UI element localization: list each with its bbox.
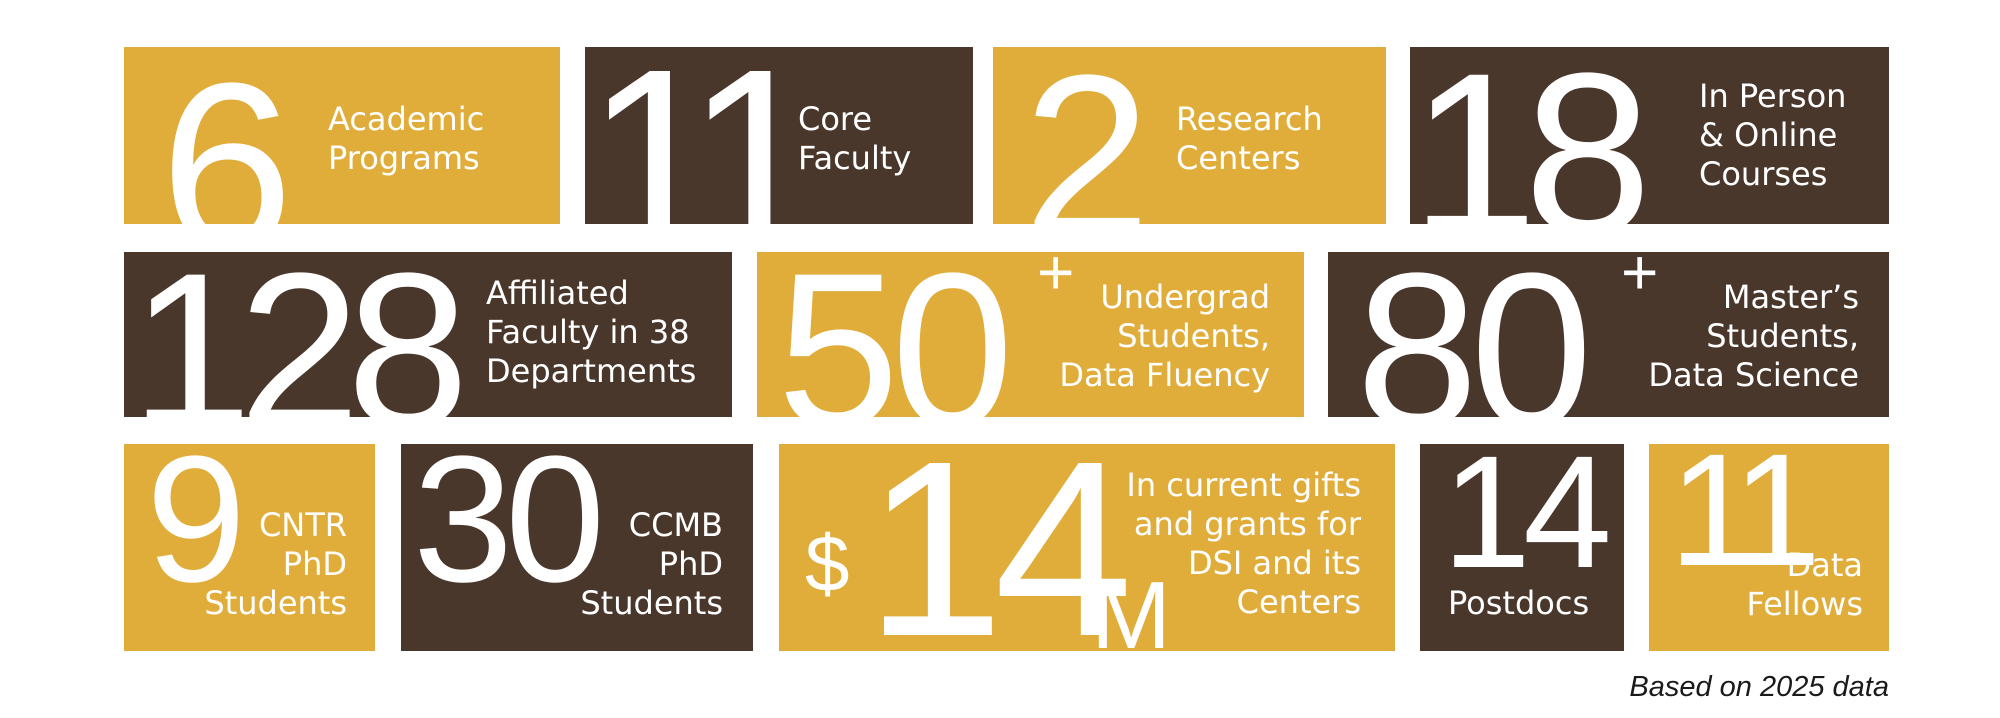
stat-undergrad: 50 + Undergrad Students, Data Fluency <box>757 252 1304 417</box>
stat-label: In current gifts and grants for DSI and … <box>1126 466 1361 621</box>
stat-label: Academic Programs <box>328 100 485 177</box>
stat-ccmb-phd: 30 CCMB PhD Students <box>401 444 753 651</box>
stat-label: Affiliated Faculty in 38 Departments <box>486 274 697 390</box>
stat-label: Master’s Students, Data Science <box>1648 278 1859 394</box>
plus-sign: + <box>1621 252 1659 308</box>
stat-value: 2 <box>1023 47 1151 224</box>
stat-label: In Person & Online Courses <box>1699 77 1847 193</box>
stat-courses: 18 In Person & Online Courses <box>1410 47 1889 224</box>
stat-value: 9 <box>146 444 246 620</box>
stat-value: 6 <box>160 47 294 224</box>
stat-affiliated-faculty: 128 Affiliated Faculty in 38 Departments <box>124 252 732 417</box>
stat-label: Undergrad Students, Data Fluency <box>1059 278 1270 394</box>
stat-value: 14 <box>865 444 1133 651</box>
stat-value: 128 <box>130 252 469 417</box>
dollar-sign: $ <box>805 519 850 608</box>
stat-label: Postdocs <box>1448 584 1590 622</box>
stat-data-fellows: 11 Data Fellows <box>1649 444 1889 651</box>
stat-label: Research Centers <box>1176 100 1323 177</box>
stat-label: Core Faculty <box>798 100 912 177</box>
stat-label: Data Fellows <box>1746 546 1863 623</box>
stat-cntr-phd: 9 CNTR PhD Students <box>124 444 375 651</box>
footer-note: Based on 2025 data <box>1629 671 1889 703</box>
stat-value: 50 <box>777 252 1014 417</box>
stat-label: CCMB PhD Students <box>580 506 723 622</box>
stat-value: 11 <box>585 47 824 224</box>
stat-core-faculty: 11 Core Faculty <box>585 47 973 224</box>
million-suffix: M <box>1091 562 1171 652</box>
stat-value: 11 <box>1669 444 1821 599</box>
stat-postdocs: 14 Postdocs <box>1420 444 1624 651</box>
stat-value: 14 <box>1442 444 1612 601</box>
stat-research-centers: 2 Research Centers <box>993 47 1386 224</box>
stat-value: 18 <box>1410 47 1652 224</box>
stat-value: 80 <box>1356 252 1593 417</box>
stat-gifts-grants: $ 14 M In current gifts and grants for D… <box>779 444 1395 651</box>
stat-value: 30 <box>413 444 605 620</box>
stat-academic-programs: 6 Academic Programs <box>124 47 560 224</box>
stat-label: CNTR PhD Students <box>204 506 347 622</box>
stat-masters: 80 + Master’s Students, Data Science <box>1328 252 1889 417</box>
plus-sign: + <box>1037 252 1075 308</box>
